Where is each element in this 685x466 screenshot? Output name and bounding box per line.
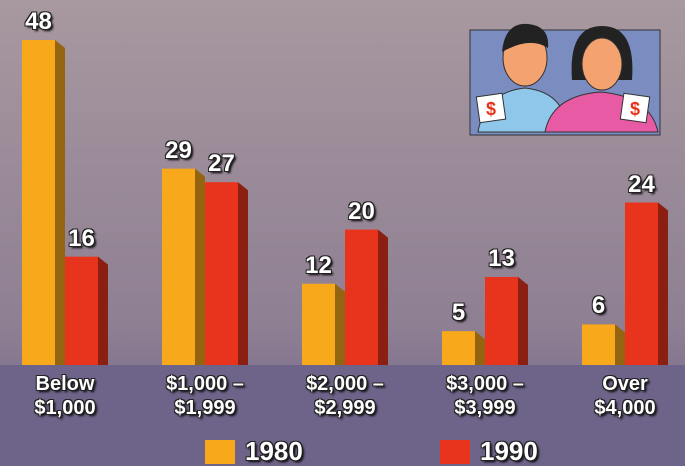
data-label: 12 <box>305 251 332 279</box>
data-label: 24 <box>628 170 655 198</box>
bar <box>485 276 518 365</box>
x-tick-label: $2,000 – $2,999 <box>306 373 384 419</box>
bar <box>65 256 98 365</box>
bar <box>205 182 238 365</box>
bar-side <box>238 182 248 365</box>
icon-dollar: $ <box>486 99 496 119</box>
bar-side <box>195 168 205 365</box>
bar-side <box>378 229 388 365</box>
icon-bill <box>475 92 507 124</box>
bar-side <box>475 331 485 365</box>
data-label: 20 <box>348 197 375 225</box>
bar <box>345 229 378 365</box>
icon: $ $ <box>469 23 661 136</box>
x-tick-label: $1,000 – $1,999 <box>166 373 244 419</box>
bar-side <box>658 202 668 365</box>
bar-side <box>615 324 625 365</box>
icon-face <box>581 37 623 91</box>
x-tick-label: Over $4,000 <box>594 373 656 419</box>
legend-swatch <box>440 440 470 464</box>
icon-hair <box>502 23 549 52</box>
bar <box>582 324 615 365</box>
data-label: 6 <box>591 292 606 320</box>
data-label: 5 <box>451 299 466 327</box>
bar-side <box>335 283 345 365</box>
data-label: 13 <box>488 244 515 272</box>
data-label: 48 <box>25 8 52 35</box>
data-label: 16 <box>68 224 95 252</box>
legend-label: 1990 <box>480 436 538 466</box>
bar <box>22 40 55 365</box>
bar-side <box>518 276 528 365</box>
x-tick-label: Below $1,000 <box>34 373 96 419</box>
data-label: 27 <box>208 150 235 178</box>
legend-label: 1980 <box>245 436 303 466</box>
legend-swatch <box>205 440 235 464</box>
bar-side <box>55 40 65 365</box>
bar-side <box>98 256 108 365</box>
icon-dollar: $ <box>630 99 640 119</box>
floor <box>0 365 685 466</box>
bar <box>302 283 335 365</box>
icon-bill <box>619 92 651 124</box>
bar <box>162 168 195 365</box>
x-tick-label: $3,000 – $3,999 <box>446 373 524 419</box>
data-label: 29 <box>165 136 192 164</box>
bar <box>442 331 475 365</box>
bar <box>625 202 658 365</box>
